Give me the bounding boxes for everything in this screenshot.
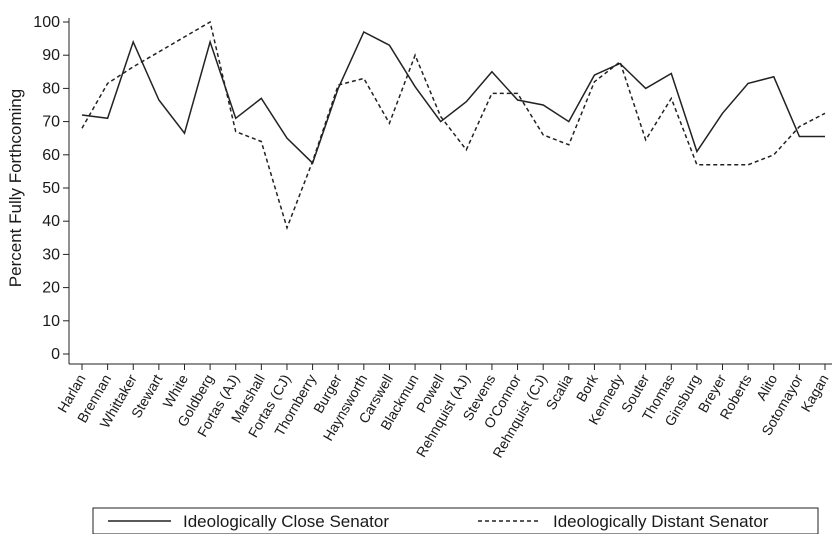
y-tick-label: 40 <box>42 213 60 230</box>
y-tick-label: 0 <box>51 346 60 363</box>
y-tick-label: 70 <box>42 114 60 131</box>
series-line-distant <box>81 20 826 231</box>
y-tick-label: 60 <box>42 147 60 164</box>
x-tick-label: Scalia <box>542 371 575 412</box>
x-tick-labels: HarlanBrennanWhittakerStewartWhiteGoldbe… <box>54 364 832 460</box>
y-tick-label: 90 <box>42 47 60 64</box>
legend-box <box>92 507 819 534</box>
y-tick-label: 10 <box>42 313 60 330</box>
y-tick-label: 80 <box>42 80 60 97</box>
axes: 0 10 20 30 40 50 60 70 80 90 100 <box>33 14 832 365</box>
legend: Ideologically Close Senator Ideologicall… <box>92 507 819 534</box>
series-line-close <box>81 30 825 165</box>
y-tick-label: 30 <box>42 246 60 263</box>
y-tick-label: 100 <box>33 14 60 31</box>
legend-label-distant: Ideologically Distant Senator <box>553 512 769 531</box>
y-axis-label: Percent Fully Forthcoming <box>6 89 25 287</box>
y-tick-label: 50 <box>42 180 60 197</box>
y-tick-label: 20 <box>42 280 60 297</box>
legend-label-close: Ideologically Close Senator <box>183 512 389 531</box>
series-group <box>81 20 826 231</box>
